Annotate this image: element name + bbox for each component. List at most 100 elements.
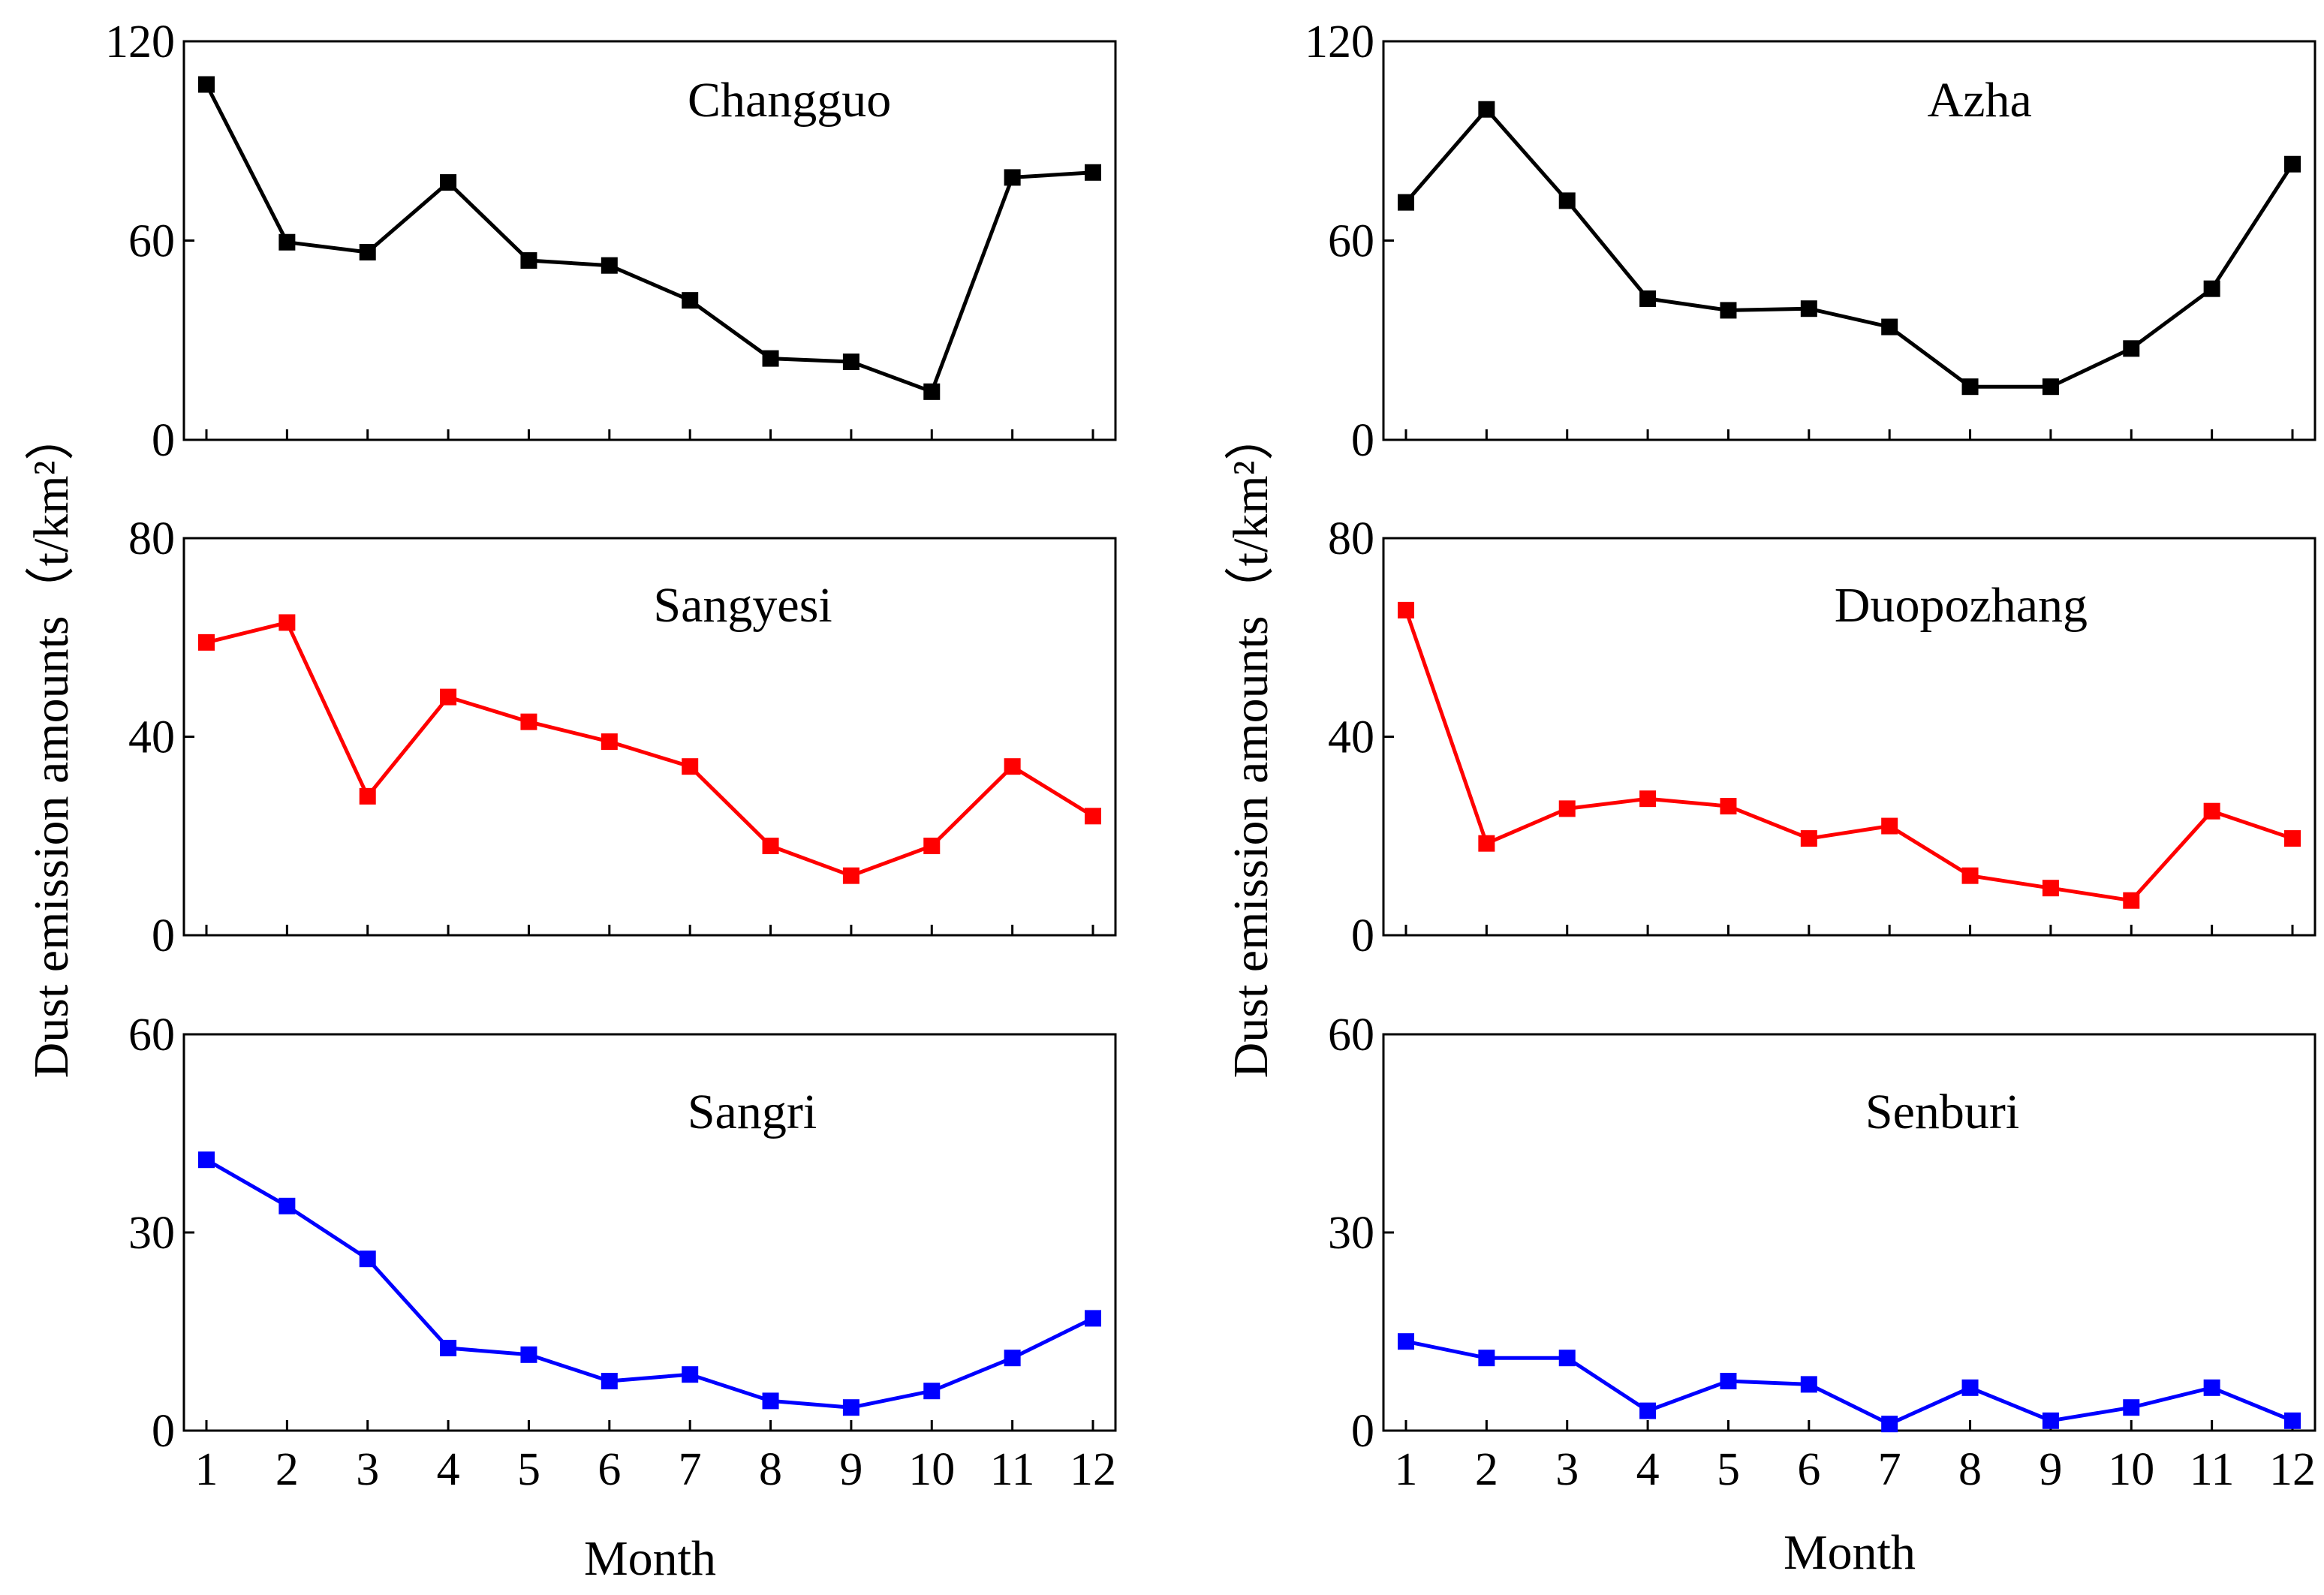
- data-point: [440, 1340, 456, 1356]
- y-tick-label: 0: [1351, 415, 1374, 466]
- y-axis-label-right: Dust emission amounts（t/km²）: [1224, 411, 1278, 1079]
- x-tick-label: 7: [679, 1444, 702, 1495]
- data-point: [1004, 169, 1021, 185]
- data-point: [682, 1366, 698, 1383]
- x-tick-label: 12: [2269, 1444, 2316, 1495]
- y-tick-label: 120: [105, 17, 175, 68]
- x-tick-label: 3: [1555, 1444, 1579, 1495]
- data-point: [1085, 808, 1101, 824]
- data-point: [1559, 192, 1576, 209]
- y-tick-label: 30: [128, 1208, 175, 1259]
- data-point: [682, 758, 698, 775]
- y-tick-label: 120: [1305, 17, 1374, 68]
- data-point: [1720, 798, 1736, 814]
- data-point: [923, 384, 940, 400]
- plot-frame: [1383, 41, 2315, 440]
- data-point: [1720, 1373, 1736, 1389]
- series-line: [206, 1160, 1093, 1407]
- data-point: [1962, 378, 1979, 395]
- data-point: [601, 1373, 618, 1389]
- x-tick-label: 2: [1475, 1444, 1498, 1495]
- data-point: [2284, 1413, 2301, 1429]
- data-point: [1085, 164, 1101, 181]
- data-point: [1639, 290, 1656, 307]
- data-point: [1398, 1333, 1414, 1350]
- data-point: [2123, 1399, 2139, 1416]
- data-point: [440, 174, 456, 191]
- y-tick-label: 0: [152, 415, 175, 466]
- data-point: [923, 838, 940, 854]
- data-point: [440, 689, 456, 706]
- x-tick-label: 10: [2108, 1444, 2154, 1495]
- y-tick-label: 60: [1328, 216, 1374, 267]
- data-point: [682, 292, 698, 308]
- y-tick-label: 0: [1351, 910, 1374, 962]
- panel-azha: Azha 0 60 120: [1305, 17, 2315, 466]
- data-point: [360, 1250, 376, 1267]
- data-point: [2204, 803, 2220, 820]
- data-point: [1559, 1350, 1576, 1366]
- plot-frame: [1383, 1034, 2315, 1431]
- data-point: [2204, 1380, 2220, 1396]
- data-point: [1801, 830, 1817, 847]
- data-point: [1559, 800, 1576, 817]
- x-tick-label: 1: [195, 1444, 218, 1495]
- x-tick-label: 6: [598, 1444, 621, 1495]
- x-tick-label: 8: [759, 1444, 782, 1495]
- data-point: [1478, 1350, 1495, 1366]
- data-point: [763, 351, 779, 367]
- x-tick-label: 4: [437, 1444, 460, 1495]
- x-tick-label: 5: [517, 1444, 540, 1495]
- data-point: [2123, 340, 2139, 357]
- data-point: [1478, 835, 1495, 852]
- series-line: [1406, 1341, 2292, 1424]
- y-tick-label: 30: [1328, 1208, 1374, 1259]
- x-tick-label: 8: [1958, 1444, 1982, 1495]
- data-point: [1881, 1416, 1898, 1432]
- data-point: [2284, 156, 2301, 173]
- y-tick-label: 80: [1328, 513, 1374, 564]
- x-tick-label: 7: [1878, 1444, 1901, 1495]
- data-point: [278, 1198, 295, 1214]
- panel-title: Changguo: [688, 73, 891, 128]
- panel-duopozhang: Duopozhang 0 40 80: [1328, 513, 2315, 962]
- data-point: [520, 252, 537, 269]
- data-point: [1004, 1350, 1021, 1366]
- data-point: [520, 1347, 537, 1363]
- data-point: [278, 234, 295, 251]
- panel-title: Senburi: [1865, 1085, 2019, 1139]
- data-point: [601, 257, 618, 274]
- series-line: [206, 85, 1093, 392]
- x-tick-label: 6: [1797, 1444, 1820, 1495]
- data-point: [520, 714, 537, 730]
- data-point: [360, 244, 376, 260]
- y-tick-label: 60: [1328, 1010, 1374, 1061]
- x-tick-label: 5: [1717, 1444, 1740, 1495]
- series-line: [1406, 110, 2292, 387]
- x-tick-label: 3: [356, 1444, 379, 1495]
- x-tick-label: 12: [1070, 1444, 1116, 1495]
- data-point: [763, 1392, 779, 1409]
- data-point: [1398, 602, 1414, 618]
- data-point: [2043, 1413, 2059, 1429]
- data-point: [198, 1151, 215, 1168]
- data-point: [198, 77, 215, 93]
- chart-panels: Changguo060120Azha060120Sangyesi04080Duo…: [105, 17, 2316, 1495]
- panel-changguo: Changguo 0 60 120: [105, 17, 1115, 466]
- panel-sangyesi: Sangyesi 0 40 80: [128, 513, 1115, 962]
- data-point: [1881, 818, 1898, 835]
- data-point: [1720, 302, 1736, 318]
- data-point: [843, 354, 859, 370]
- data-point: [2043, 880, 2059, 896]
- data-point: [1004, 758, 1021, 775]
- data-point: [1881, 319, 1898, 336]
- data-point: [843, 868, 859, 884]
- panel-title: Sangyesi: [653, 578, 832, 633]
- x-tick-label: 2: [275, 1444, 299, 1495]
- x-tick-label: 10: [908, 1444, 955, 1495]
- data-point: [843, 1399, 859, 1416]
- data-point: [1962, 1380, 1979, 1396]
- panel-title: Duopozhang: [1835, 578, 2088, 633]
